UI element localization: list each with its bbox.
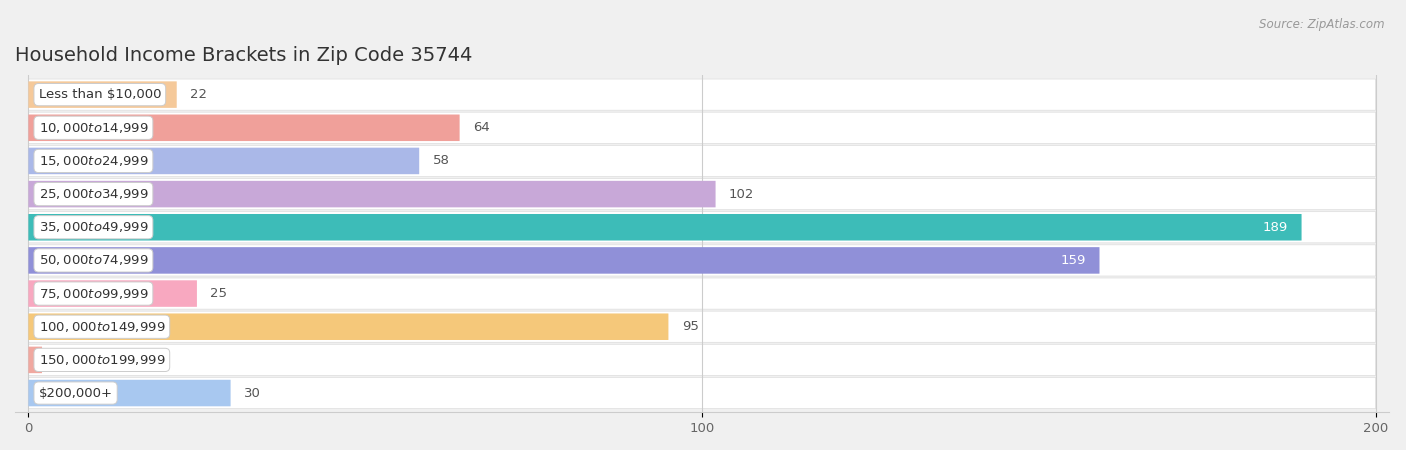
FancyBboxPatch shape	[28, 81, 177, 108]
FancyBboxPatch shape	[28, 245, 1375, 276]
Text: 58: 58	[433, 154, 450, 167]
FancyBboxPatch shape	[28, 311, 1375, 342]
Text: 64: 64	[472, 122, 489, 134]
Text: $100,000 to $149,999: $100,000 to $149,999	[38, 320, 165, 334]
Text: $35,000 to $49,999: $35,000 to $49,999	[38, 220, 148, 234]
Text: 22: 22	[190, 88, 207, 101]
FancyBboxPatch shape	[28, 112, 1375, 144]
FancyBboxPatch shape	[28, 212, 1375, 243]
Text: 189: 189	[1263, 221, 1288, 234]
Text: $200,000+: $200,000+	[38, 387, 112, 400]
Text: 102: 102	[728, 188, 755, 201]
FancyBboxPatch shape	[28, 148, 419, 174]
FancyBboxPatch shape	[28, 214, 1302, 240]
FancyBboxPatch shape	[28, 280, 197, 307]
Text: $50,000 to $74,999: $50,000 to $74,999	[38, 253, 148, 267]
FancyBboxPatch shape	[28, 145, 1375, 176]
FancyBboxPatch shape	[28, 344, 1375, 375]
FancyBboxPatch shape	[28, 114, 460, 141]
Text: $150,000 to $199,999: $150,000 to $199,999	[38, 353, 165, 367]
Text: $25,000 to $34,999: $25,000 to $34,999	[38, 187, 148, 201]
FancyBboxPatch shape	[28, 314, 668, 340]
Text: Household Income Brackets in Zip Code 35744: Household Income Brackets in Zip Code 35…	[15, 46, 472, 66]
Text: 25: 25	[211, 287, 228, 300]
FancyBboxPatch shape	[28, 179, 1375, 210]
FancyBboxPatch shape	[28, 346, 42, 373]
Text: 30: 30	[245, 387, 262, 400]
FancyBboxPatch shape	[28, 247, 1099, 274]
Text: Source: ZipAtlas.com: Source: ZipAtlas.com	[1260, 18, 1385, 31]
Text: $15,000 to $24,999: $15,000 to $24,999	[38, 154, 148, 168]
Text: 2: 2	[55, 353, 63, 366]
Text: 159: 159	[1060, 254, 1085, 267]
FancyBboxPatch shape	[28, 79, 1375, 110]
Text: Less than $10,000: Less than $10,000	[38, 88, 162, 101]
FancyBboxPatch shape	[28, 181, 716, 207]
FancyBboxPatch shape	[28, 380, 231, 406]
Text: $75,000 to $99,999: $75,000 to $99,999	[38, 287, 148, 301]
Text: $10,000 to $14,999: $10,000 to $14,999	[38, 121, 148, 135]
FancyBboxPatch shape	[28, 378, 1375, 409]
FancyBboxPatch shape	[28, 278, 1375, 309]
Text: 95: 95	[682, 320, 699, 333]
